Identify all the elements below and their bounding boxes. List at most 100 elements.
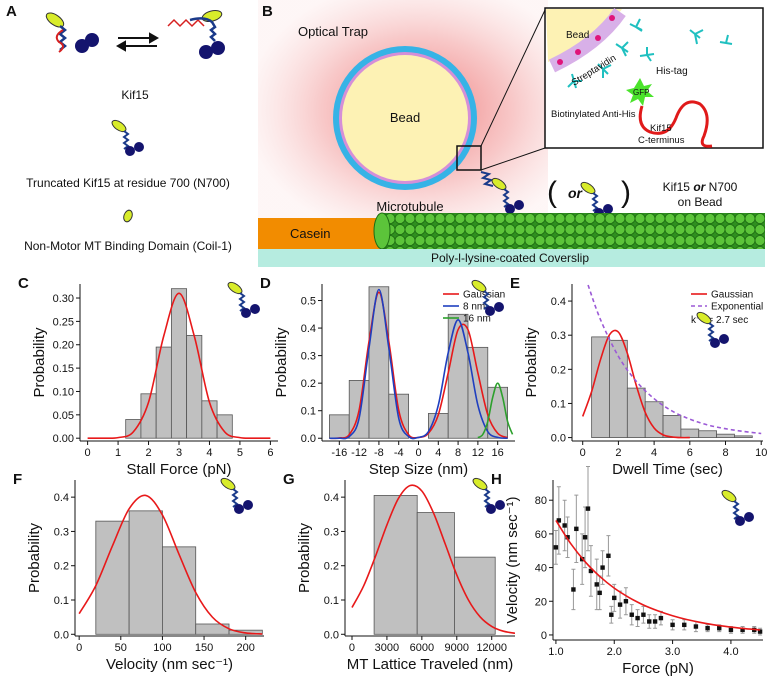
panel-letter: E bbox=[510, 275, 520, 292]
point bbox=[658, 615, 664, 621]
x-tick-label: 200 bbox=[237, 642, 255, 654]
y-tick-label: 0.30 bbox=[53, 293, 74, 305]
y-tick-label: 0.1 bbox=[324, 595, 339, 607]
y-tick-label: 0.3 bbox=[324, 526, 339, 538]
x-tick-label: 2.0 bbox=[607, 646, 622, 658]
panel-letter: C bbox=[18, 275, 29, 292]
y-tick-label: 0.3 bbox=[54, 526, 69, 538]
y-tick-label: 0.05 bbox=[53, 410, 74, 422]
kif15-label: Kif15 bbox=[121, 88, 149, 102]
legend-label: 8 nm bbox=[463, 302, 485, 313]
x-tick-label: 2 bbox=[145, 447, 151, 459]
legend-label: Exponential bbox=[711, 302, 763, 313]
fit-curve bbox=[477, 382, 514, 439]
panel-a: A Kif15 Truncated Kif15 at residue 700 (… bbox=[6, 3, 232, 253]
x-tick-label: 3.0 bbox=[665, 646, 680, 658]
y-tick-label: 0.1 bbox=[54, 595, 69, 607]
y-tick-label: 0.4 bbox=[324, 492, 339, 504]
y-tick-label: 0.0 bbox=[324, 629, 339, 641]
point bbox=[693, 624, 699, 629]
point bbox=[635, 615, 640, 621]
x-axis-title: Velocity (nm sec⁻¹) bbox=[106, 656, 233, 673]
bar bbox=[170, 288, 188, 439]
y-tick-label: 0.3 bbox=[301, 351, 316, 363]
x-tick-label: 3000 bbox=[375, 642, 399, 654]
x-tick-label: 6 bbox=[687, 447, 693, 459]
x-tick-label: 10 bbox=[755, 447, 767, 459]
bar bbox=[447, 313, 469, 439]
motor-icon bbox=[218, 475, 254, 515]
point bbox=[556, 518, 562, 523]
x-axis-title: Force (pN) bbox=[622, 660, 694, 677]
fit-curve bbox=[78, 494, 263, 635]
y-tick-label: 0.10 bbox=[53, 386, 74, 398]
kif15-extended bbox=[167, 10, 225, 59]
bar bbox=[698, 430, 717, 438]
x-tick-label: 4 bbox=[206, 447, 212, 459]
x-tick-label: 0 bbox=[580, 447, 586, 459]
x-tick-label: -8 bbox=[374, 447, 384, 459]
or-label: or bbox=[568, 185, 584, 201]
kif15-text: Kif15 bbox=[663, 180, 691, 194]
point bbox=[574, 526, 579, 532]
y-tick-label: 0.4 bbox=[301, 323, 316, 335]
point bbox=[757, 629, 763, 634]
x-tick-label: 50 bbox=[115, 642, 127, 654]
y-tick-label: 0.20 bbox=[53, 340, 74, 352]
x-tick-label: 4 bbox=[651, 447, 657, 459]
point bbox=[582, 535, 588, 540]
y-tick-label: 0.2 bbox=[324, 561, 339, 573]
zoom-line bbox=[480, 147, 546, 171]
microtubule bbox=[380, 213, 765, 249]
point bbox=[740, 627, 745, 633]
zoom-line bbox=[480, 9, 546, 147]
x-tick-label: 6000 bbox=[410, 642, 434, 654]
fit-curve bbox=[329, 288, 508, 440]
y-axis-title: Probability bbox=[31, 327, 48, 398]
motor-icon bbox=[719, 487, 755, 527]
x-tick-label: 12000 bbox=[476, 642, 507, 654]
fit-curve bbox=[351, 484, 515, 635]
n700-icon bbox=[109, 117, 145, 157]
x-tick-label: 8 bbox=[722, 447, 728, 459]
zoom-box bbox=[456, 145, 482, 171]
y-axis-title: Probability bbox=[296, 522, 313, 593]
point bbox=[612, 595, 617, 601]
chart: G 0 3000 6000 9000 12000 0.0 0.1 0.2 0.3 0.4 MT Lat… bbox=[283, 471, 515, 673]
bead-label: Bead bbox=[390, 110, 420, 125]
microtubule-label: Microtubule bbox=[376, 199, 443, 214]
x-axis-title: Dwell Time (sec) bbox=[612, 461, 723, 478]
bar bbox=[680, 428, 700, 438]
point bbox=[647, 619, 652, 624]
point bbox=[571, 587, 576, 592]
optical-trap-label: Optical Trap bbox=[298, 24, 368, 39]
y-tick-label: 0.4 bbox=[54, 492, 69, 504]
panel-letter: F bbox=[13, 471, 22, 488]
chart: E 0 2 4 6 8 10 0.0 0.1 0.2 0.3 0.4 Dwell Time (sec) P… bbox=[510, 275, 767, 478]
x-axis-title: Step Size (nm) bbox=[369, 461, 468, 478]
bar bbox=[626, 387, 646, 438]
point bbox=[609, 612, 614, 617]
y-tick-label: 0.00 bbox=[53, 433, 74, 445]
bar bbox=[487, 386, 508, 439]
chart: D -16 -12 -8 -4 0 4 8 12 16 0.0 0.1 0.2 0.3 0.4 0.5 Step… bbox=[260, 275, 515, 478]
legend-label: Gaussian bbox=[463, 290, 505, 301]
y-tick-label: 0.2 bbox=[551, 364, 566, 376]
fit-curve bbox=[555, 519, 761, 631]
x-tick-label: 1.0 bbox=[548, 646, 563, 658]
y-tick-label: 0.15 bbox=[53, 363, 74, 375]
bar bbox=[662, 415, 682, 438]
y-tick-label: 0.3 bbox=[551, 330, 566, 342]
point bbox=[597, 590, 602, 596]
x-tick-label: 0 bbox=[76, 642, 82, 654]
point bbox=[623, 599, 629, 604]
y-tick-label: 0.0 bbox=[54, 629, 69, 641]
point bbox=[553, 545, 559, 550]
x-tick-label: 150 bbox=[195, 642, 213, 654]
bar bbox=[734, 435, 753, 438]
background bbox=[548, 150, 767, 210]
point bbox=[600, 565, 605, 570]
x-tick-label: 12 bbox=[472, 447, 484, 459]
x-tick-label: 2 bbox=[615, 447, 621, 459]
bead bbox=[342, 55, 468, 181]
